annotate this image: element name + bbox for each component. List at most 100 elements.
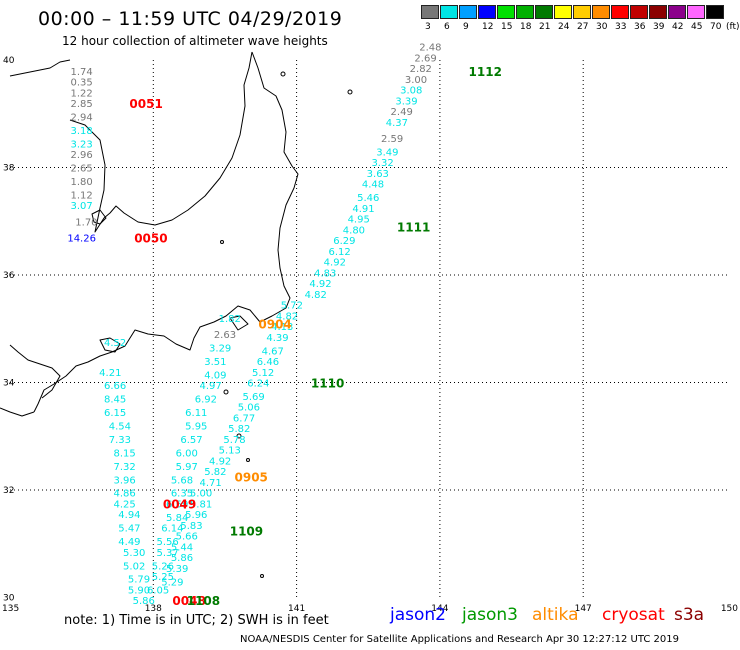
lon-tick-label: 138 (145, 604, 162, 614)
legend-item-jason2: jason2 (390, 605, 446, 625)
wave-height-value: 4.80 (343, 225, 365, 236)
wave-height-value: 2.96 (71, 150, 93, 161)
scale-swatch (516, 5, 534, 19)
wave-height-value: 14.26 (67, 233, 96, 244)
page-subtitle: 12 hour collection of altimeter wave hei… (62, 34, 328, 48)
scale-swatch (611, 5, 629, 19)
wave-height-value: 4.52 (104, 338, 126, 349)
wave-height-value: 3.96 (114, 475, 136, 486)
wave-height-value: 5.84 (166, 513, 188, 524)
scale-label: 70 (710, 22, 722, 32)
scale-swatch (421, 5, 439, 19)
wave-height-value: 4.48 (362, 180, 384, 191)
wave-height-value: 4.67 (262, 346, 284, 357)
wave-height-value: 4.91 (352, 204, 374, 215)
wave-height-value: 5.69 (242, 392, 264, 403)
wave-height-value: 6.46 (257, 357, 279, 368)
wave-height-value: 5.97 (176, 462, 198, 473)
wave-height-value: 5.02 (123, 561, 145, 572)
pass-time-label: 0051 (129, 97, 162, 111)
scale-label: 39 (653, 22, 665, 32)
scale-swatch (706, 5, 724, 19)
wave-height-value: 6.57 (180, 435, 202, 446)
lat-tick-label: 40 (3, 56, 15, 66)
scale-swatch (630, 5, 648, 19)
pass-time-label: 0048 (172, 594, 205, 608)
wave-height-value: 2.48 (419, 43, 441, 54)
wave-height-value: 4.82 (305, 290, 327, 301)
wave-height-value: 4.95 (348, 215, 370, 226)
scale-swatch (573, 5, 591, 19)
wave-height-value: 1.22 (71, 88, 93, 99)
wave-height-value: 4.09 (204, 370, 226, 381)
wave-height-value: 3.00 (405, 75, 427, 86)
wave-height-value: 6.66 (104, 381, 126, 392)
lat-tick-label: 30 (3, 594, 15, 604)
footer-credit: NOAA/NESDIS Center for Satellite Applica… (240, 634, 679, 645)
scale-label: 45 (691, 22, 703, 32)
scale-label: 24 (558, 22, 570, 32)
scale-swatch (535, 5, 553, 19)
wave-height-value: 4.94 (118, 510, 140, 521)
scale-swatch (687, 5, 705, 19)
wave-height-value: 3.51 (204, 357, 226, 368)
wave-height-value: 2.94 (71, 112, 93, 123)
wave-height-value: 5.78 (223, 435, 245, 446)
wave-height-value: 5.83 (180, 521, 202, 532)
wave-height-value: 5.37 (156, 548, 178, 559)
lat-tick-label: 36 (3, 271, 15, 281)
scale-label: 6 (444, 22, 450, 32)
wave-height-value: 2.63 (214, 330, 236, 341)
wave-height-value: 5.86 (133, 596, 155, 607)
page-title: 00:00 – 11:59 UTC 04/29/2019 (38, 8, 343, 30)
wave-height-value: 1.70 (75, 217, 97, 228)
lat-tick-label: 32 (3, 486, 14, 496)
lon-tick-label: 135 (2, 604, 19, 614)
pass-time-label: 0049 (163, 497, 196, 511)
wave-height-value: 5.96 (185, 510, 207, 521)
wave-height-value: 6.12 (328, 247, 350, 258)
wave-height-value: 5.06 (238, 403, 260, 414)
wave-height-value: 5.82 (204, 467, 226, 478)
axis-tick-labels: 135 138 141 144 147 150 40 38 36 34 32 30 (2, 56, 738, 614)
wave-height-value: 8.15 (114, 448, 136, 459)
wave-height-value: 5.82 (228, 424, 250, 435)
units-note: note: 1) Time is in UTC; 2) SWH is in fe… (64, 613, 329, 628)
wave-height-value: 3.49 (376, 147, 398, 158)
scale-swatch (478, 5, 496, 19)
wave-height-value: 5.68 (171, 475, 193, 486)
wave-height-value: 6.11 (185, 408, 207, 419)
pass-time-label: 0050 (134, 231, 167, 245)
wave-height-value: 8.45 (104, 395, 126, 406)
wave-height-value: 7.32 (114, 462, 136, 473)
coastline (0, 51, 353, 578)
scale-swatch (668, 5, 686, 19)
pass-time-label: 1111 (397, 221, 430, 235)
wave-height-value: 7.33 (109, 435, 131, 446)
pass-time-label: 0905 (235, 471, 268, 485)
wave-height-value: 5.12 (252, 368, 274, 379)
wave-height-value: 4.86 (114, 489, 136, 500)
wave-height-value: 6.29 (333, 236, 355, 247)
wave-height-value: 4.54 (109, 422, 131, 433)
scale-swatch (649, 5, 667, 19)
scale-swatch (554, 5, 572, 19)
wave-height-points: 1.740.351.222.85 2.94 3.18 3.232.96 2.65 1.80… (67, 43, 441, 608)
wave-height-value: 3.39 (395, 96, 417, 107)
wave-height-value: 4.97 (199, 381, 221, 392)
wave-height-value: 2.59 (381, 134, 403, 145)
scale-swatch (440, 5, 458, 19)
wave-height-value: 6.05 (147, 585, 169, 596)
wave-height-value: 4.39 (266, 333, 288, 344)
pass-time-label: 1109 (230, 524, 263, 538)
wave-height-value: 0.35 (71, 78, 93, 89)
wave-height-value: 3.08 (400, 86, 422, 97)
scale-label: 15 (501, 22, 513, 32)
pass-time-label: 1110 (311, 377, 344, 391)
wave-height-value: 4.37 (386, 118, 408, 129)
wave-height-value: 5.81 (190, 499, 212, 510)
scale-swatch (459, 5, 477, 19)
wave-height-value: 5.13 (219, 446, 241, 457)
wave-height-value: 4.92 (209, 456, 231, 467)
